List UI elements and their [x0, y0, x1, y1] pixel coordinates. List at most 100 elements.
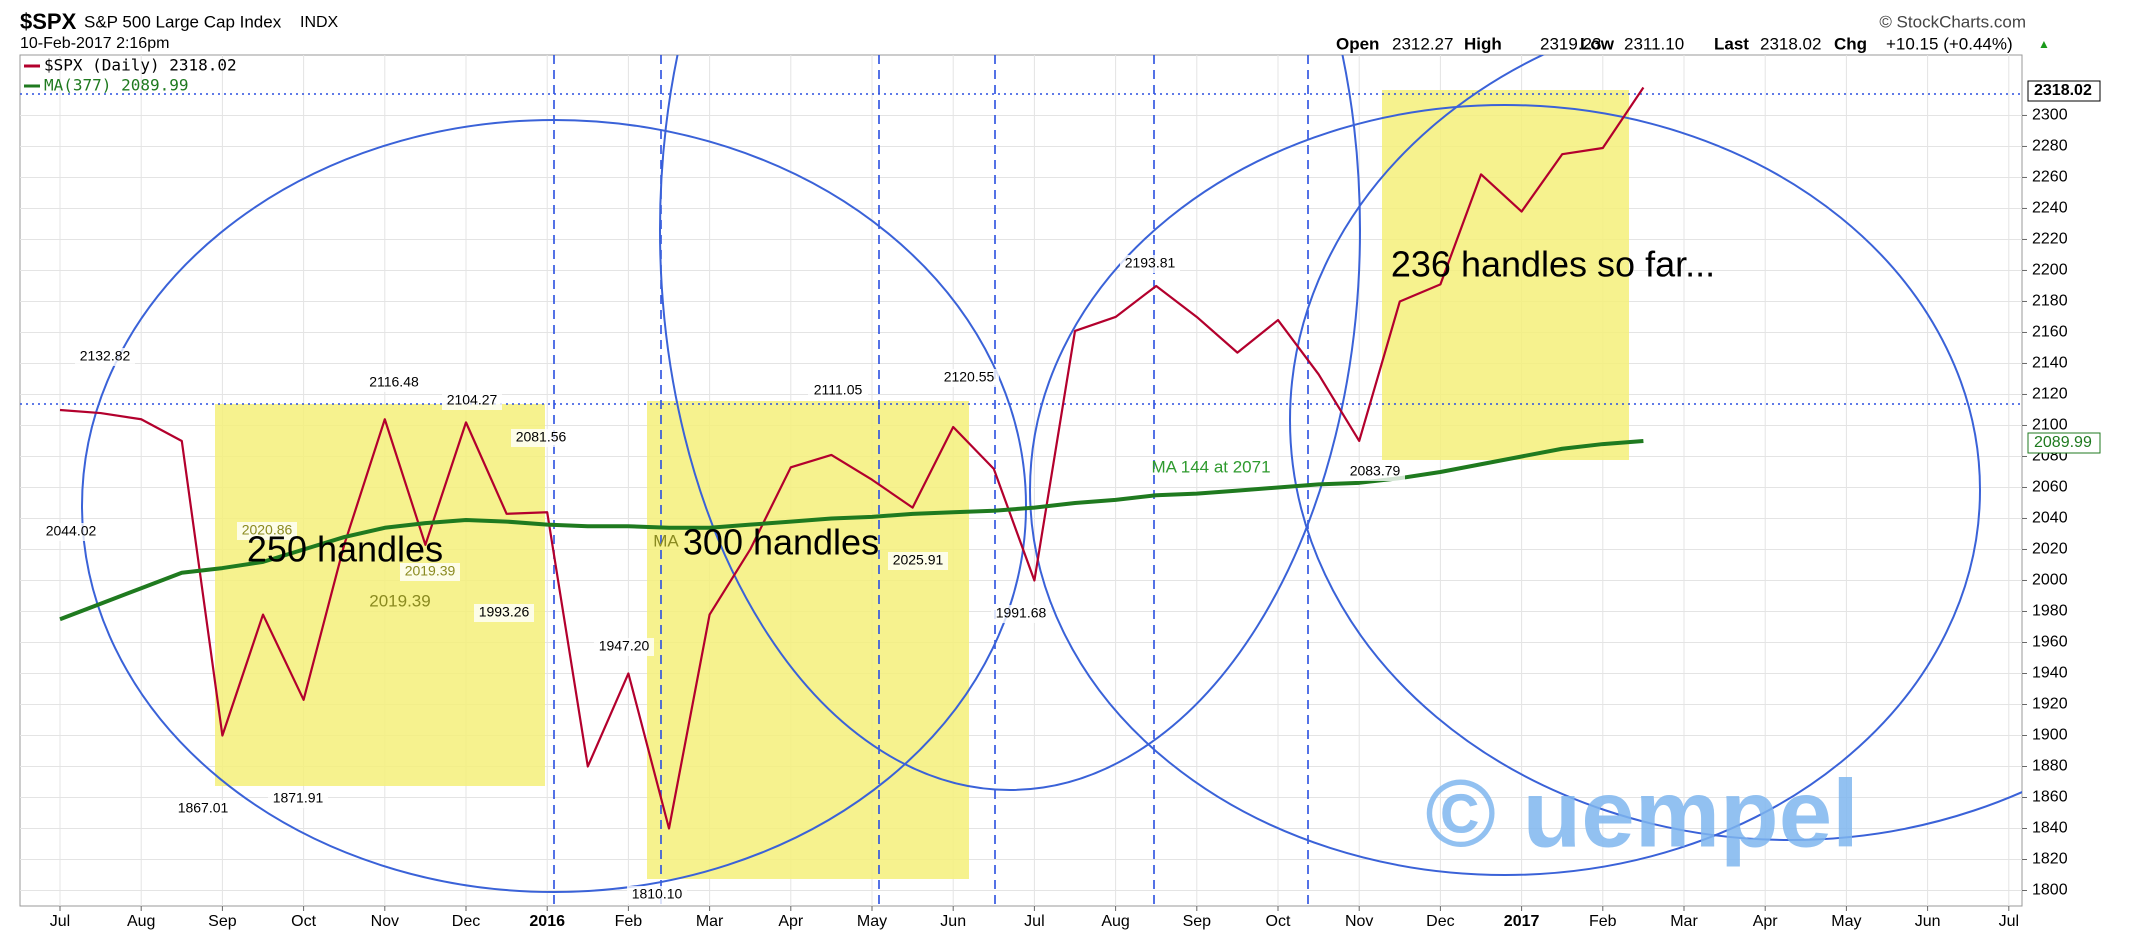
x-tick-label: Jul [1999, 913, 2019, 930]
overlay [20, 55, 2022, 906]
x-tick-label: Aug [1101, 913, 1129, 930]
series-line [59, 86, 1645, 830]
quote-value: 2311.10 [1624, 34, 1684, 53]
quote-label: Chg [1834, 34, 1867, 53]
x-tick-label: Jul [50, 913, 70, 930]
quote-value: +10.15 (+0.44%) [1886, 34, 2013, 53]
annotation-box [41, 523, 101, 541]
annotation: 1871.91 [273, 790, 324, 806]
y-tick-label: 1820 [2032, 851, 2068, 868]
y-tick-label: 1860 [2032, 789, 2068, 806]
annotation-box [627, 886, 687, 904]
annotation-box [1345, 463, 1405, 481]
x-tick-label: Apr [1753, 913, 1779, 930]
annotation: 2132.82 [80, 348, 131, 364]
annotation: © uempel [1425, 760, 1859, 867]
y-tick-label: 2200 [2032, 262, 2068, 279]
y-tick-label: 2160 [2032, 324, 2068, 341]
x-tick-label: Apr [778, 913, 804, 930]
x-tick-label: Sep [208, 913, 237, 930]
quote-value: 2312.27 [1392, 34, 1453, 53]
x-tick-label: Mar [696, 913, 724, 930]
symbol: $SPX [20, 9, 77, 34]
y-tick-label: 2220 [2032, 231, 2068, 248]
annotation-box [474, 604, 534, 622]
x-tick-label: Aug [127, 913, 155, 930]
annotation: 250 handles [247, 529, 443, 570]
annotation: 1867.01 [178, 800, 229, 816]
cycle-ellipse [81, 119, 1027, 893]
timestamp: 10-Feb-2017 2:16pm [20, 35, 169, 52]
highlight-box [1382, 90, 1629, 460]
price-tag-box [2027, 80, 2101, 102]
y-tick-label: 2180 [2032, 293, 2068, 310]
y-tick-label: 1840 [2032, 820, 2068, 837]
annotation: 236 handles so far... [1391, 244, 1715, 285]
exchange: INDX [300, 14, 339, 31]
quote-label: High [1464, 34, 1502, 53]
annotation: 1991.68 [996, 605, 1047, 621]
annotation-box [364, 374, 424, 392]
price-tag-box [2027, 432, 2101, 454]
y-tick-label: 2060 [2032, 479, 2068, 496]
annotation: 1947.20 [599, 638, 650, 654]
annotation: 2081.56 [516, 429, 567, 445]
y-tick-label: 1900 [2032, 727, 2068, 744]
y-tick-label: 2120 [2032, 386, 2068, 403]
x-tick-label: 2017 [1504, 913, 1540, 930]
cycle-ellipse [1289, 55, 2022, 841]
y-tick-label: 2020 [2032, 541, 2068, 558]
source: © StockCharts.com [1879, 12, 2026, 31]
x-tick-label: Jun [1915, 913, 1941, 930]
annotation-box [511, 429, 571, 447]
annotation: 1810.10 [632, 886, 683, 902]
y-tick-label: 2260 [2032, 169, 2068, 186]
x-tick-label: Oct [291, 913, 316, 930]
annotation: 2193.81 [1125, 255, 1176, 271]
y-tick-label: 2000 [2032, 572, 2068, 589]
y-tick-label: 1980 [2032, 603, 2068, 620]
quote-value: 2318.02 [1760, 34, 1821, 53]
x-tick-label: Mar [1670, 913, 1698, 930]
y-tick-label: 1960 [2032, 634, 2068, 651]
cycle-ellipse [1029, 104, 1981, 876]
annotation-box [1120, 255, 1180, 273]
legend-label: $SPX (Daily) 2318.02 [44, 56, 237, 75]
annotation: 2020.86 [242, 522, 293, 538]
y-tick-label: 2240 [2032, 200, 2068, 217]
annotation: 2019.39 [405, 563, 456, 579]
y-tick-label: 2140 [2032, 355, 2068, 372]
annotation: 2111.05 [814, 382, 863, 398]
annotation-box [442, 392, 502, 410]
x-tick-label: Dec [452, 913, 480, 930]
x-tick-label: May [857, 913, 887, 930]
annotation: MA [653, 531, 679, 550]
annotation-box [808, 382, 868, 400]
annotation-box [75, 348, 135, 366]
annotation: 2116.48 [369, 374, 419, 390]
x-tick-label: Sep [1183, 913, 1212, 930]
x-tick-label: Oct [1266, 913, 1291, 930]
y-tick-label: 2280 [2032, 138, 2068, 155]
y-tick-label: 1940 [2032, 665, 2068, 682]
highlight-box [647, 401, 969, 879]
y-tick-label: 2040 [2032, 510, 2068, 527]
annotation-box [173, 800, 233, 818]
annotation-box [594, 638, 654, 656]
cycle-ellipse [659, 55, 1361, 791]
x-tick-label: Feb [1589, 913, 1617, 930]
annotation-box [991, 605, 1051, 623]
annotation: 2083.79 [1350, 463, 1401, 479]
annotation-box [237, 522, 297, 540]
annotation-box [888, 552, 948, 570]
y-tick-label: 1880 [2032, 758, 2068, 775]
quote-label: Open [1336, 34, 1379, 53]
x-tick-label: Nov [1345, 913, 1373, 930]
x-tick-label: Jun [940, 913, 966, 930]
quote-label: Low [1580, 34, 1615, 53]
y-tick-label: 1800 [2032, 882, 2068, 899]
x-tick-label: May [1831, 913, 1861, 930]
legend-label: MA(377) 2089.99 [44, 76, 189, 95]
x-tick-label: Dec [1426, 913, 1454, 930]
